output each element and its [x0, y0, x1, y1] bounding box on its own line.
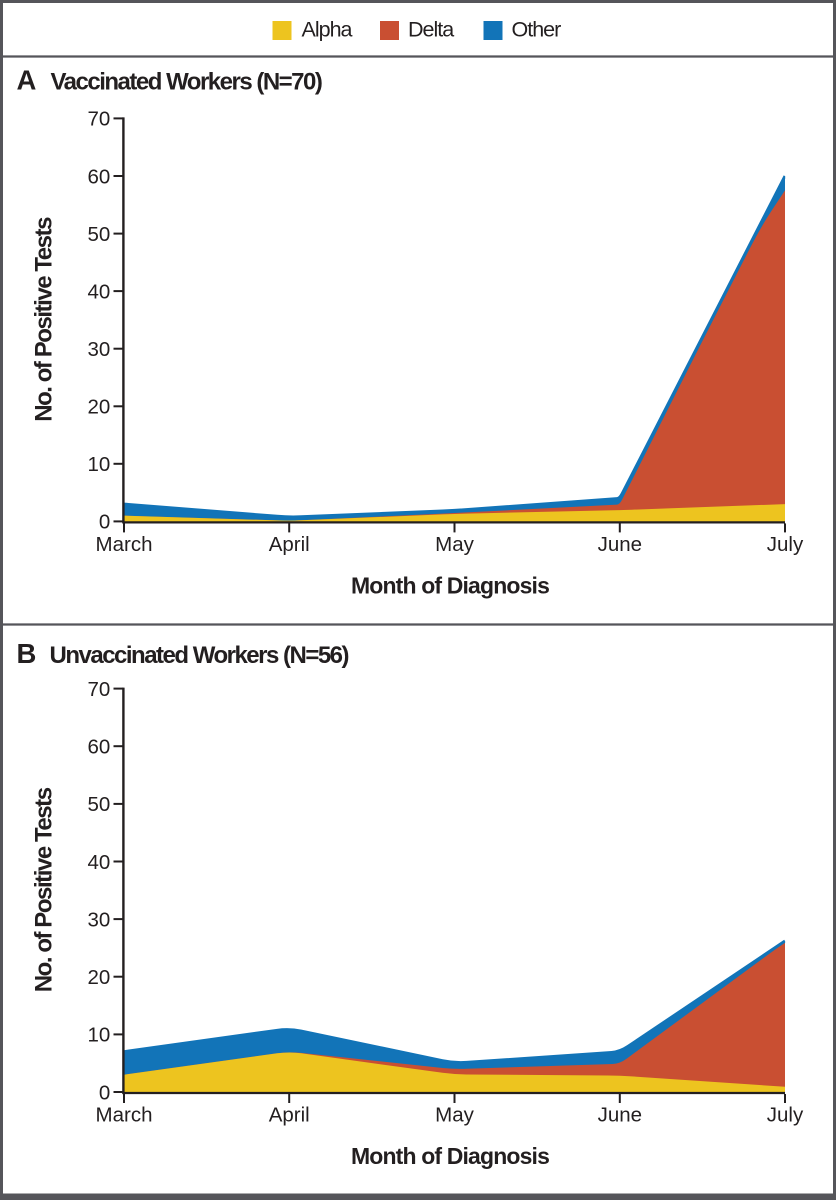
svg-text:A: A [17, 64, 37, 95]
svg-text:40: 40 [87, 280, 110, 303]
svg-text:May: May [435, 1104, 474, 1127]
svg-text:May: May [435, 533, 474, 556]
svg-text:June: June [598, 533, 642, 556]
svg-text:Unvaccinated Workers (N=56): Unvaccinated Workers (N=56) [50, 642, 349, 669]
svg-text:20: 20 [87, 966, 110, 989]
svg-text:0: 0 [99, 511, 110, 534]
svg-text:Month of Diagnosis: Month of Diagnosis [351, 1143, 549, 1169]
svg-text:50: 50 [87, 223, 110, 246]
svg-text:No. of Positive Tests: No. of Positive Tests [31, 217, 58, 422]
svg-text:June: June [598, 1104, 642, 1127]
svg-text:Month of Diagnosis: Month of Diagnosis [351, 572, 549, 598]
svg-text:April: April [269, 533, 310, 556]
svg-text:30: 30 [87, 908, 110, 931]
svg-text:50: 50 [87, 793, 110, 816]
svg-text:March: March [96, 1104, 153, 1127]
svg-text:March: March [96, 533, 153, 556]
svg-text:30: 30 [87, 338, 110, 361]
svg-text:Delta: Delta [408, 18, 454, 42]
svg-text:10: 10 [87, 1024, 110, 1047]
svg-text:Vaccinated Workers (N=70): Vaccinated Workers (N=70) [51, 68, 322, 95]
svg-text:70: 70 [87, 678, 110, 701]
svg-text:0: 0 [99, 1081, 110, 1104]
svg-text:April: April [269, 1104, 310, 1127]
svg-text:40: 40 [87, 851, 110, 874]
svg-text:60: 60 [87, 736, 110, 759]
svg-text:Other: Other [512, 18, 562, 42]
svg-text:70: 70 [87, 108, 110, 131]
svg-text:60: 60 [87, 165, 110, 188]
svg-text:B: B [17, 638, 37, 669]
svg-text:Alpha: Alpha [302, 18, 353, 42]
svg-text:20: 20 [87, 396, 110, 419]
svg-text:10: 10 [87, 453, 110, 476]
svg-text:July: July [767, 533, 804, 556]
svg-text:July: July [767, 1104, 804, 1127]
svg-text:No. of Positive Tests: No. of Positive Tests [31, 787, 58, 992]
